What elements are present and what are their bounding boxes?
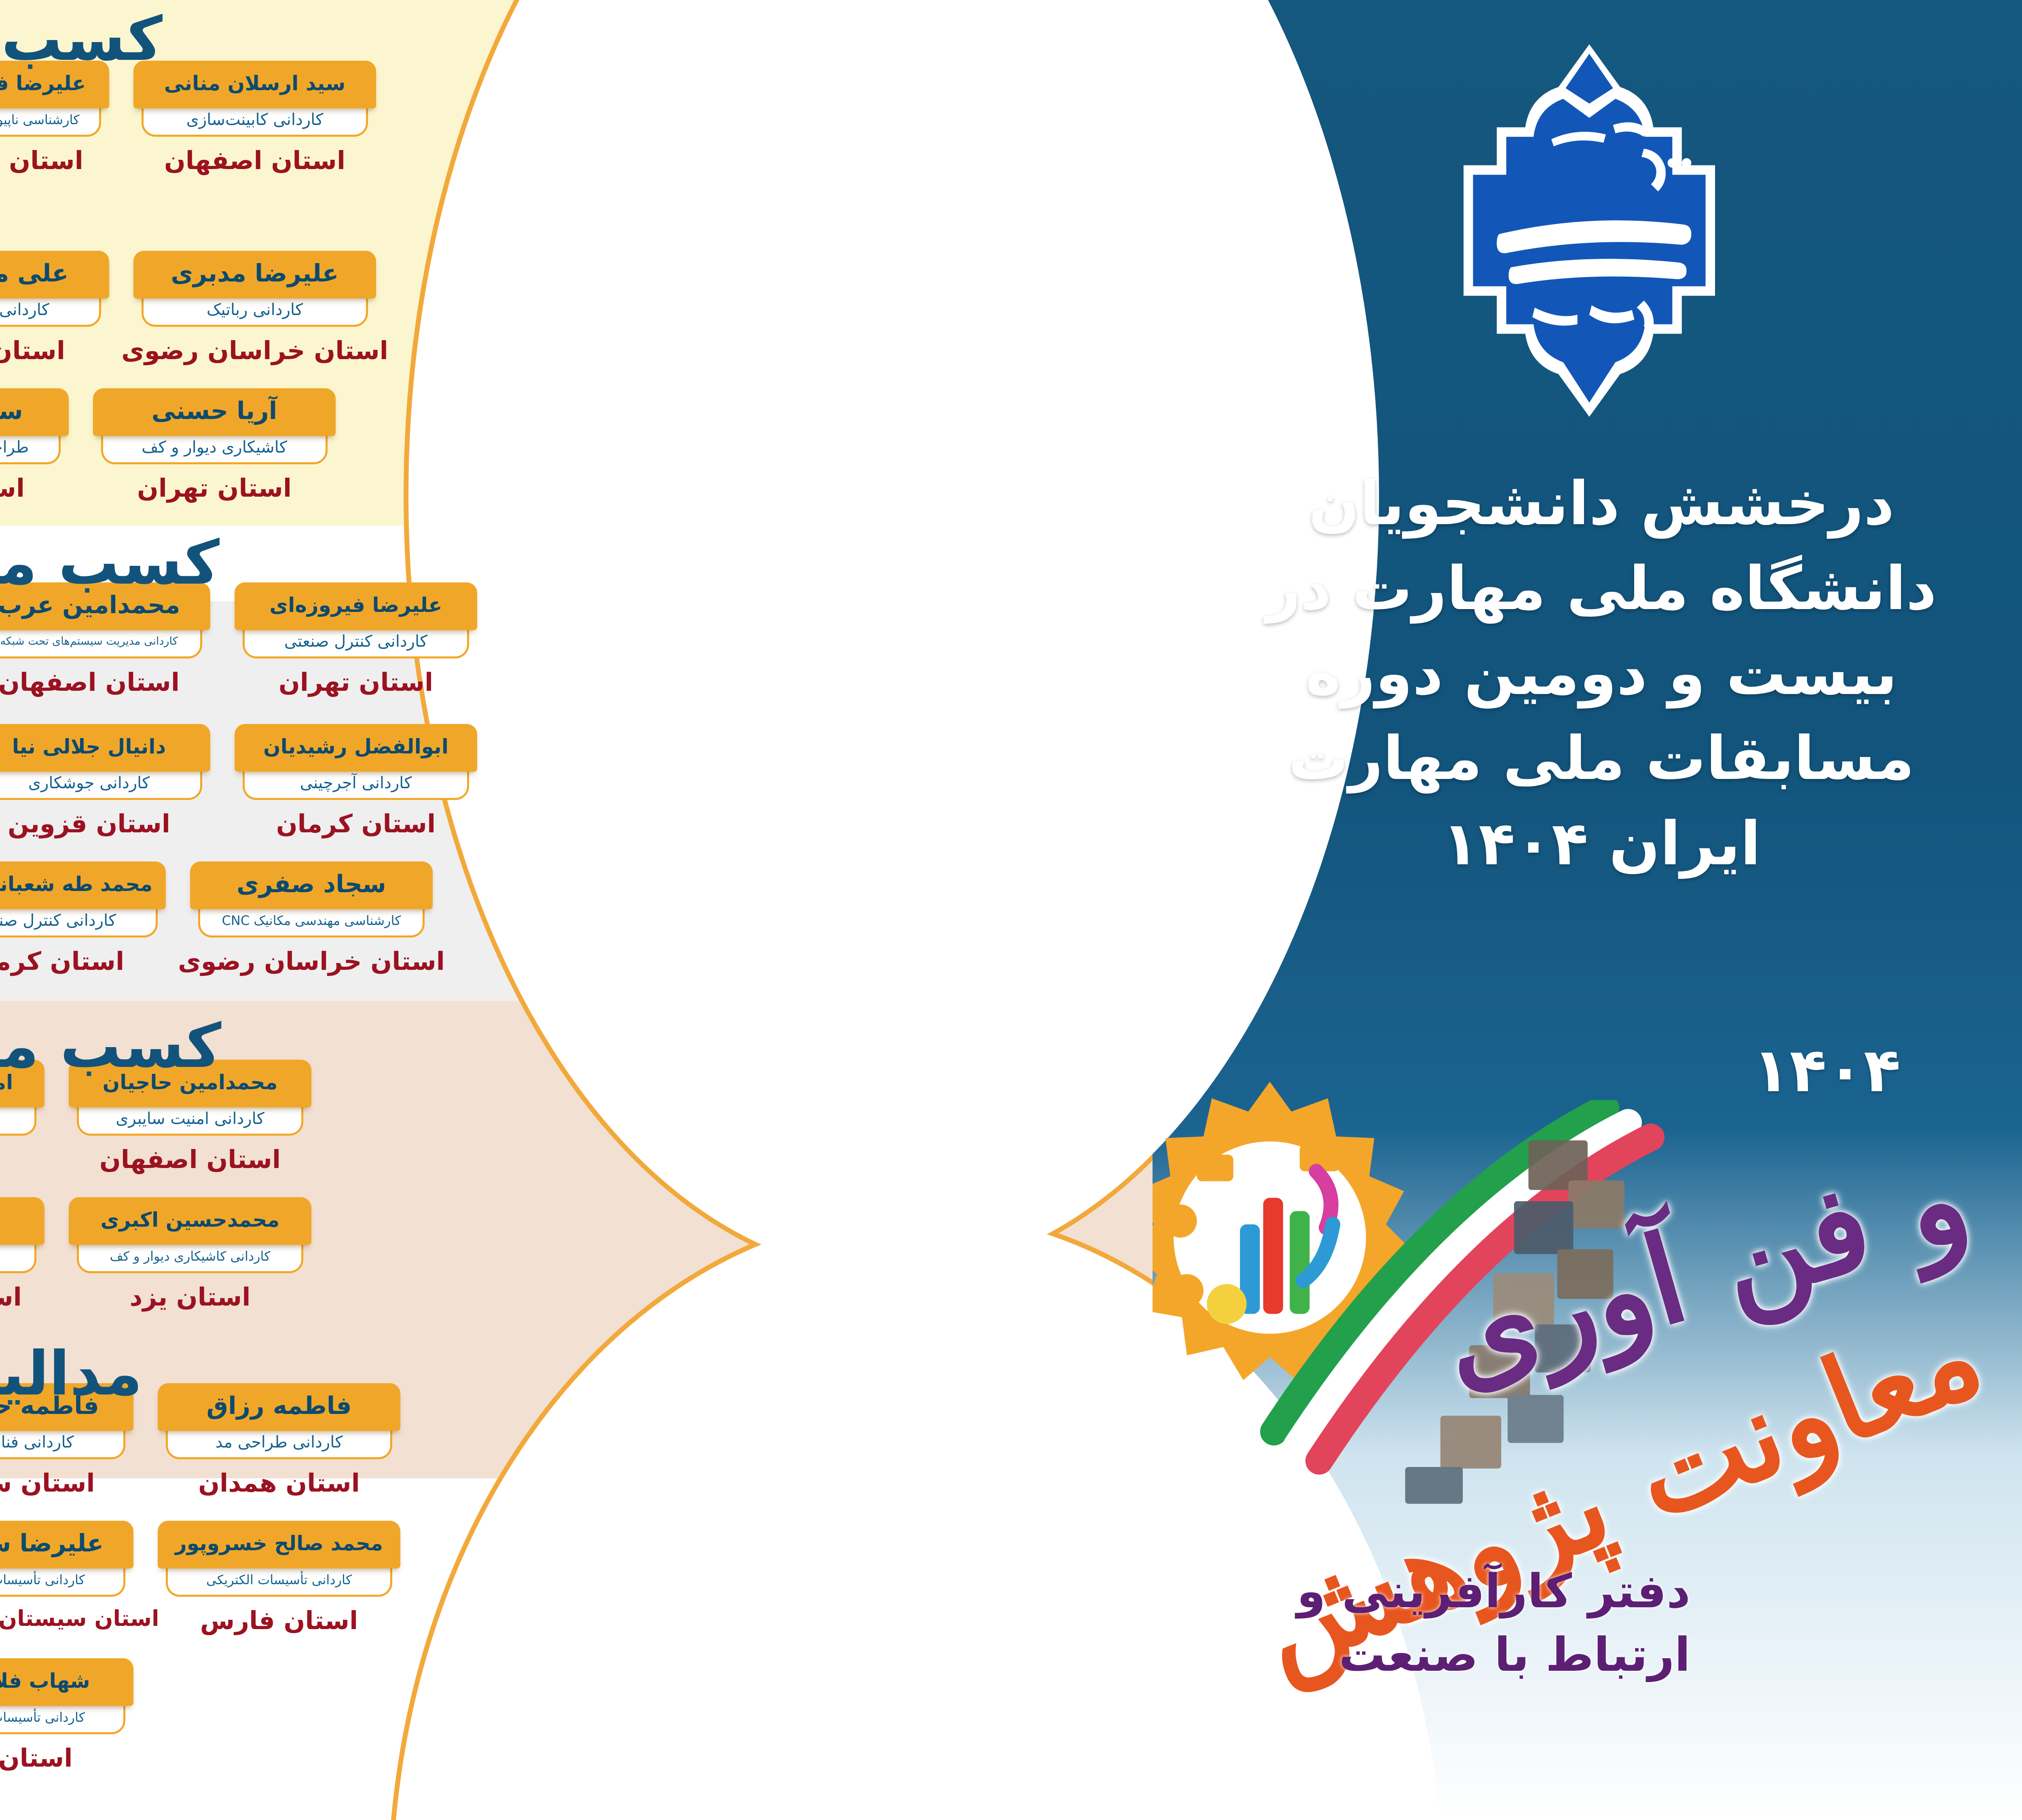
year-label: ۱۴۰۴	[1752, 1052, 1901, 1106]
heading-bronze: کسب مـدال بـرنـز	[0, 1011, 222, 1081]
winner-province: استان تهران	[137, 473, 292, 503]
winner-province: استان فارس	[200, 1606, 358, 1635]
navy-curve-upper	[408, 0, 1379, 1274]
winner-name: ابوالفضل رشیدیان	[235, 724, 477, 772]
gold-row-3: علی علیزاده همدانی نژادکاردانی - آشپزیاس…	[0, 388, 1035, 503]
gear-icon	[1153, 1081, 1413, 1380]
winner-name: محمدامین عرب	[0, 582, 210, 630]
winner-card: سجاد صفری کارشناسی مهندسی مکانیک CNC استان…	[178, 861, 445, 976]
winner-province: استان یزد	[0, 1743, 73, 1773]
winner-card: علیرضا فیروزی تبارکارشناسی ناپیوسته ساخت…	[0, 61, 121, 175]
winner-province: استان اصفهان	[0, 667, 180, 697]
winner-name: دانیال جلالی نیا	[0, 724, 210, 772]
winner-province: استان سیستان و بلوچستان	[0, 1606, 159, 1631]
winner-province: استان زنجان	[0, 1145, 1, 1174]
winner-province: استان کرمانشاه	[0, 1282, 22, 1312]
office-label: دفتر کارآفرینی و ارتباط با صنعت	[1297, 1564, 1690, 1682]
top-row-1: ندا ملکیکاردانی کامپیوتر نرم‌افزاراستان …	[0, 1383, 1157, 1498]
winner-card: سید ارسلان منانی کاردانی کابینت‌سازی استان…	[121, 61, 388, 175]
silver-row-2: علی امیرخانیکارشناسی مکاترونیکاستان اصفه…	[0, 724, 1193, 838]
winner-province: استان اصفهان	[99, 1145, 281, 1174]
winner-province: استان خراسان رضوی	[178, 946, 445, 976]
silver-row-3: سارا ترابی زرندیکاردانی فناوری طراحی گرا…	[0, 861, 930, 976]
winner-province: استان قزوین	[7, 809, 171, 838]
winner-province: استان اصفهان	[164, 146, 346, 175]
heading-gold: کسب مـدال طـلا	[0, 4, 163, 74]
winner-name: سجاد صفری	[190, 861, 433, 909]
winner-province: استان همدان	[198, 1468, 360, 1498]
winner-province: استان سمنان	[0, 1468, 95, 1498]
winner-card: امیرحسین محمدیکاردانی مکانیک خودرواستان …	[0, 1060, 57, 1174]
poster-headline: درخشش دانشجویان دانشگاه ملی مهارت در بیس…	[1266, 469, 1937, 878]
university-logo	[1407, 28, 1771, 433]
winner-name: علیرضا سرگزی	[0, 1521, 133, 1568]
winner-name: محمد طه شعبانی فرد	[0, 861, 166, 909]
winner-name: علی محمدیان	[0, 251, 109, 298]
photo-collage	[1405, 1140, 1624, 1504]
winner-province: استان کرمان	[276, 809, 436, 838]
winner-name: فاطمه رزاق	[158, 1383, 400, 1431]
winner-card: محمد طه شعبانی فردکاردانی کنترل صنعتیاست…	[0, 861, 178, 976]
winner-province: استان خراسان رضوی	[121, 336, 388, 365]
winner-name: محمدامین حاجیان	[69, 1060, 311, 1107]
winner-card: سهیل روحیطراحی مهندسی مکانیکاستان تهران	[0, 388, 81, 503]
winner-card: محمدحسین اکبری کاردانی کاشیکاری دیوار و ک…	[57, 1197, 324, 1312]
winner-name: علیرضا فیروزی تبار	[0, 61, 109, 108]
winner-name: سید ارسلان منانی	[133, 61, 376, 108]
winner-province: استان کرمان	[0, 946, 125, 976]
winner-name: علیرضا فیروزه‌ای	[235, 582, 477, 630]
winner-province: استان یزد	[129, 1282, 251, 1312]
winner-card: علیرضا مدبری کاردانی رباتیک استان خراسان ر…	[121, 251, 388, 365]
winner-name: محمدحسین اکبری	[69, 1197, 311, 1245]
gold-row-1: رضا یزدان‌خواهکاردانی الکتروتکنیکاستان ف…	[0, 61, 1213, 175]
winner-name: آریا حسنی	[93, 388, 336, 436]
winner-card: علی محمدیانکاردانی مکاترونیکاستان تهران	[0, 251, 121, 365]
winner-card: علیرضا فیروزه‌ای کاردانی کنترل صنعتی استان…	[222, 582, 489, 697]
heading-top: مدالیون بـرتـری	[0, 1339, 143, 1409]
winner-name: شهاب فلاح نژاد	[0, 1658, 133, 1706]
winner-card: محمدامین حاجیان کاردانی امنیت سایبری استان…	[57, 1060, 324, 1174]
winner-name: سهیل روحی	[0, 388, 69, 436]
winner-card: دانیال جلالی نیا کاردانی جوشکاری استان قزو…	[0, 724, 222, 838]
winner-card: ابوالفضل رشیدیان کاردانی آجرچینی استان کرم…	[222, 724, 489, 838]
winner-card: فاطمه رزاق کاردانی طراحی مد استان همدان	[146, 1383, 412, 1498]
winner-province: استان تهران	[278, 667, 434, 697]
winner-province: استان مازندران	[0, 146, 83, 175]
winner-name: علیرضا مدبری	[133, 251, 376, 298]
bronze-row-2: محمدرضا هراتیانپردازش ابریاستان اصفهانام…	[0, 1197, 1173, 1312]
winner-card: آریا حسنی کاشیکاری دیوار و کف استان تهران	[81, 388, 348, 503]
winner-name: محمد صالح خسروپور	[158, 1521, 400, 1568]
silver-row-1: امیرحسین رسولیکاردانی عمراناستان قمسیدمه…	[0, 582, 1193, 697]
heading-silver: کسب مـدال نقـره	[0, 528, 220, 598]
winner-province: استان تهران	[0, 336, 66, 365]
winner-province: استان تهران	[0, 473, 25, 503]
winner-card: شهاب فلاح نژادکاردانی تأسیسات الکتریکیاس…	[0, 1658, 146, 1773]
winner-card: علیرضا سرگزیکاردانی تأسیسات الکتریکیاستا…	[0, 1521, 159, 1635]
brand-art-block: ۱۴۰۴	[1153, 1052, 2022, 1820]
winner-card: محمد صالح خسروپور کاردانی تأسیسات الکتریک…	[146, 1521, 412, 1635]
winner-card: محمدامین عرب کاردانی مدیریت سیستم‌های تحت…	[0, 582, 222, 697]
winner-name: امیرحسین محمدی	[0, 1060, 44, 1107]
winner-name: فاطمه حسینی	[0, 1383, 133, 1431]
